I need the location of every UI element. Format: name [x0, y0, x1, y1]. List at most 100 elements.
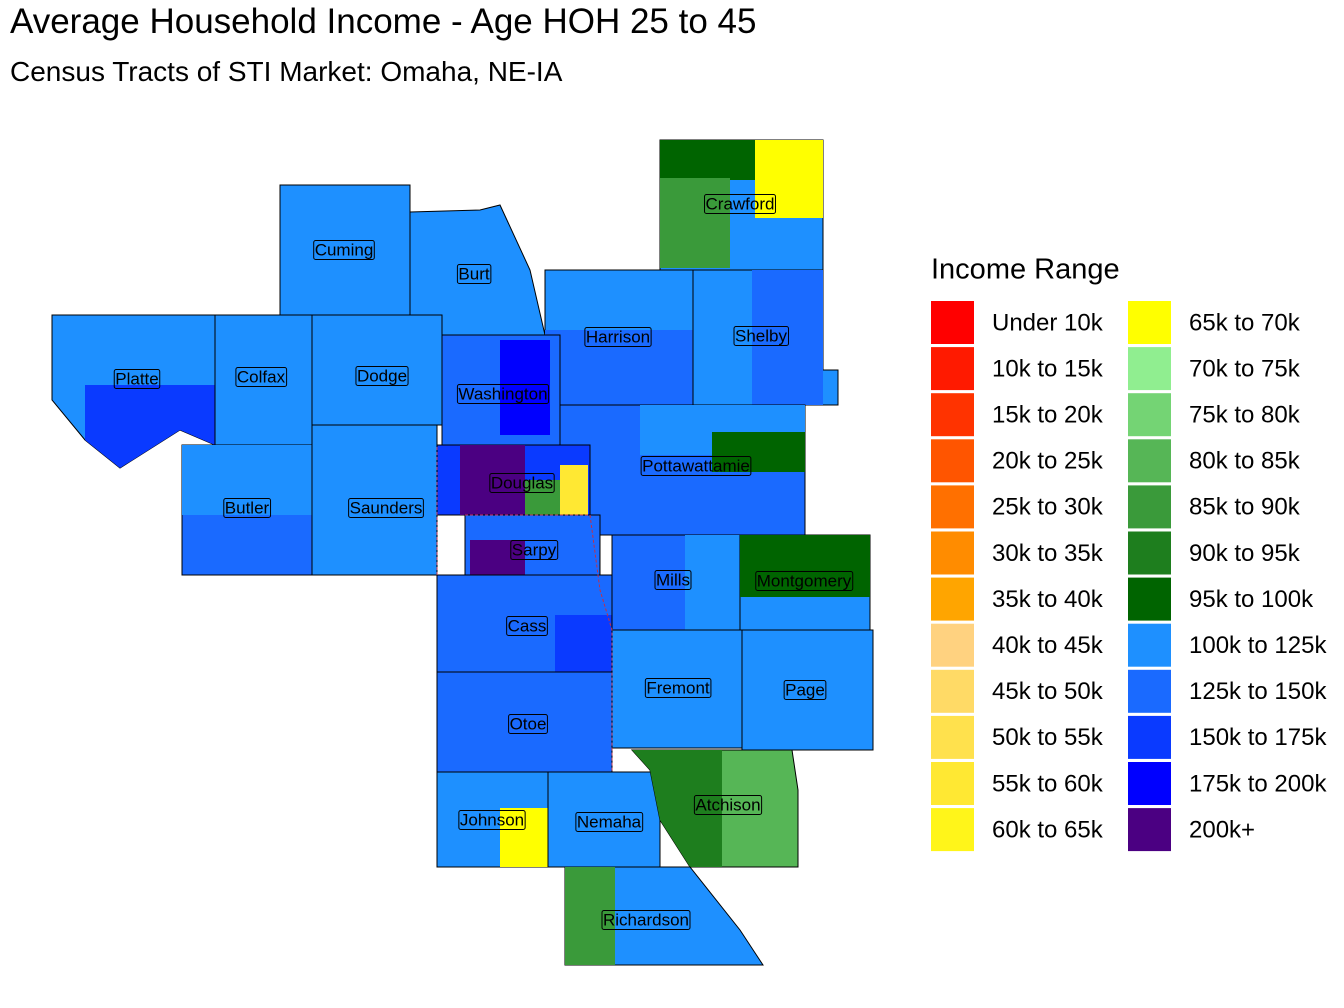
legend-swatch	[931, 393, 974, 437]
legend-swatch	[1128, 669, 1171, 713]
legend-label: 50k to 55k	[992, 724, 1104, 751]
legend-swatch	[1128, 577, 1171, 621]
label-box	[235, 366, 288, 387]
map	[51, 139, 874, 966]
label-box	[704, 193, 776, 214]
legend-label: 200k+	[1189, 816, 1255, 843]
county-label: Burt	[456, 263, 492, 284]
legend-swatch	[1128, 623, 1171, 667]
legend-label: 15k to 20k	[992, 402, 1104, 429]
label-box	[489, 472, 555, 493]
legend-label: 25k to 30k	[992, 494, 1104, 521]
county-name: Shelby	[735, 326, 787, 345]
state-line	[436, 445, 613, 772]
label-box	[584, 326, 652, 347]
legend-label: 10k to 15k	[992, 355, 1104, 382]
county-label: Atchison	[693, 794, 763, 815]
county-name: Mills	[656, 570, 690, 589]
tract	[555, 615, 612, 672]
label-box	[313, 239, 375, 260]
legend-swatch	[931, 808, 974, 852]
legend-label: 90k to 95k	[1189, 540, 1301, 567]
tract	[660, 140, 760, 180]
legend-swatch	[1128, 762, 1171, 805]
county-label: Colfax	[235, 366, 288, 387]
legend-label: 20k to 25k	[992, 448, 1104, 475]
county-label: Mills	[654, 569, 692, 590]
county-name: Atchison	[695, 795, 760, 814]
label-box	[458, 809, 526, 830]
county-label: Shelby	[733, 325, 789, 346]
legend-title: Income Range	[931, 254, 1120, 286]
county-label: Fremont	[644, 677, 712, 698]
county-label: Montgomery	[755, 570, 854, 591]
legend-label: 125k to 150k	[1189, 678, 1327, 705]
county-label: Pottawattamie	[640, 455, 752, 476]
label-box	[783, 679, 827, 700]
county-name: Richardson	[603, 910, 689, 929]
county-name: Douglas	[491, 473, 553, 492]
legend-label: Under 10k	[992, 309, 1104, 336]
county-name: Otoe	[510, 714, 547, 733]
legend-swatch	[931, 762, 974, 805]
legend-label: 150k to 175k	[1189, 724, 1327, 751]
label-box	[654, 569, 692, 590]
legend-label: 65k to 70k	[1189, 309, 1301, 336]
county-label: Page	[783, 679, 827, 700]
county-name: Saunders	[350, 498, 423, 517]
legend-label: 95k to 100k	[1189, 586, 1314, 613]
legend-label: 85k to 90k	[1189, 494, 1301, 521]
county-name: Fremont	[646, 678, 710, 697]
legend-swatch	[931, 623, 974, 667]
county-shape	[741, 629, 874, 751]
legend-label: 100k to 125k	[1189, 632, 1327, 659]
county-shape	[214, 314, 313, 446]
map-title: Average Household Income - Age HOH 25 to…	[10, 2, 756, 41]
county-label: Dodge	[355, 365, 409, 386]
label-box	[508, 713, 548, 734]
label-box	[755, 570, 854, 591]
tract	[182, 445, 312, 515]
label-box	[644, 677, 712, 698]
label-box	[113, 368, 161, 389]
legend-label: 35k to 40k	[992, 586, 1104, 613]
legend-swatch	[931, 715, 974, 759]
tract	[560, 465, 588, 515]
county-label: Butler	[223, 497, 272, 518]
county-name: Platte	[115, 369, 158, 388]
county-label: Nemaha	[575, 811, 644, 832]
label-box	[348, 497, 424, 518]
tract	[460, 445, 525, 515]
county-name: Burt	[458, 264, 489, 283]
county-name: Montgomery	[757, 571, 852, 590]
legend-swatch	[1128, 485, 1171, 529]
county-name: Dodge	[357, 366, 407, 385]
legend-label: 40k to 45k	[992, 632, 1104, 659]
county-name: Crawford	[706, 194, 775, 213]
legend-swatch	[1128, 715, 1171, 759]
label-box	[355, 365, 409, 386]
county-name: Sarpy	[512, 540, 557, 559]
tract	[685, 535, 740, 630]
legend-swatch	[1128, 393, 1171, 437]
legend-swatch	[1128, 808, 1171, 852]
legend-label: 60k to 65k	[992, 816, 1104, 843]
county-name: Page	[785, 680, 825, 699]
county-name: Butler	[225, 498, 270, 517]
legend-swatch	[931, 531, 974, 575]
label-box	[601, 909, 691, 930]
label-box	[733, 325, 789, 346]
county-label: Sarpy	[510, 539, 559, 560]
legend-label: 75k to 80k	[1189, 402, 1301, 429]
county-name: Harrison	[586, 327, 650, 346]
tract	[85, 385, 215, 468]
label-box	[575, 811, 644, 832]
county-name: Johnson	[460, 810, 524, 829]
county-label: Crawford	[704, 193, 776, 214]
tract	[740, 535, 870, 597]
tract	[660, 178, 730, 268]
tract	[712, 432, 805, 472]
county-label: Richardson	[601, 909, 691, 930]
county-label: Platte	[113, 368, 161, 389]
tract	[755, 140, 823, 218]
